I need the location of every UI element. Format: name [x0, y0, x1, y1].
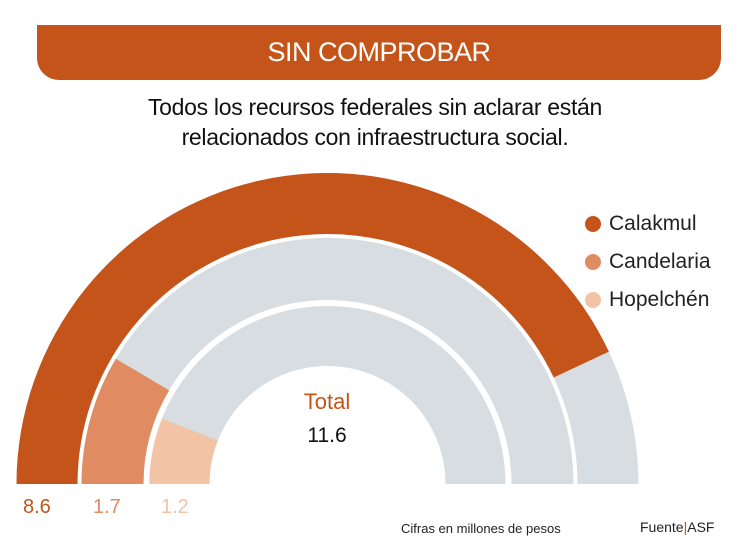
subtitle-line-1: Todos los recursos federales sin aclarar…	[147, 94, 603, 120]
legend-dot	[585, 254, 601, 270]
source: Fuente|ASF	[640, 519, 715, 535]
legend-item-hopelchen: Hopelchén	[585, 281, 711, 319]
total-label: Total	[303, 389, 351, 414]
legend-dot	[585, 292, 601, 308]
legend: Calakmul Candelaria Hopelchén	[585, 205, 711, 319]
bar-hopelchén	[149, 418, 218, 484]
bar-calakmul	[16, 173, 609, 484]
legend-label: Candelaria	[609, 250, 711, 273]
total-value: 11.6	[307, 424, 347, 447]
source-value: ASF	[687, 519, 715, 535]
legend-label: Calakmul	[609, 212, 697, 235]
value-label-calakmul: 8.6	[23, 496, 51, 518]
units-note: Cifras en millones de pesos	[401, 521, 561, 536]
legend-label: Hopelchén	[609, 288, 710, 311]
bar-candelaria	[81, 358, 170, 484]
subtitle: Todos los recursos federales sin aclarar…	[0, 92, 750, 152]
source-label: Fuente	[640, 519, 684, 535]
value-label-candelaria: 1.7	[93, 496, 121, 518]
track-1	[81, 237, 574, 484]
subtitle-line-2: relacionados con infraestructura social.	[181, 124, 569, 150]
legend-item-candelaria: Candelaria	[585, 243, 711, 281]
title-banner: SIN COMPROBAR	[37, 25, 721, 80]
track-2	[149, 306, 506, 484]
legend-item-calakmul: Calakmul	[585, 205, 711, 243]
value-label-hopelchen: 1.2	[161, 496, 189, 518]
legend-dot	[585, 216, 601, 232]
